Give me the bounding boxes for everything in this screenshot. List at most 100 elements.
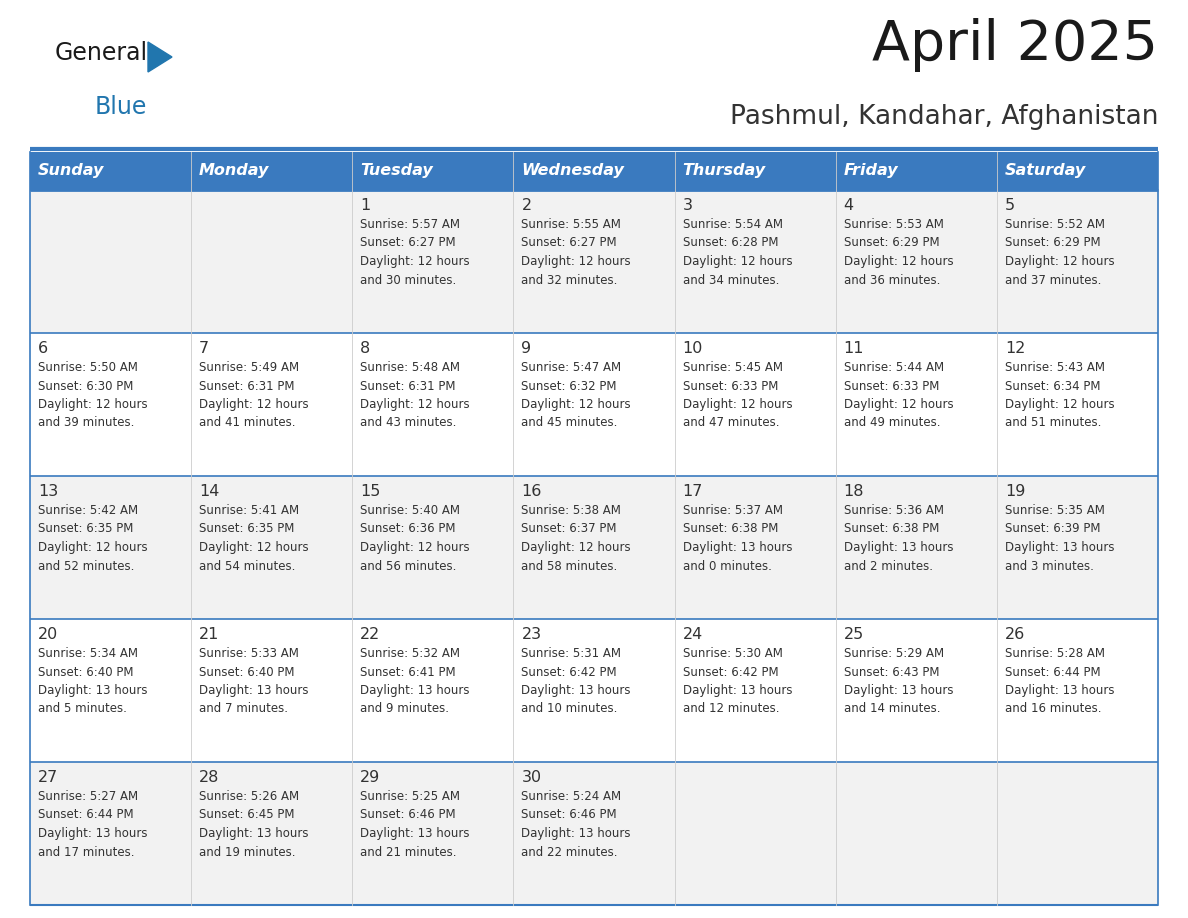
- Text: 19: 19: [1005, 484, 1025, 499]
- Polygon shape: [148, 42, 172, 72]
- Bar: [191, 333, 353, 476]
- Text: Pashmul, Kandahar, Afghanistan: Pashmul, Kandahar, Afghanistan: [729, 104, 1158, 130]
- Text: Sunrise: 5:43 AM
Sunset: 6:34 PM
Daylight: 12 hours
and 51 minutes.: Sunrise: 5:43 AM Sunset: 6:34 PM Dayligh…: [1005, 361, 1114, 430]
- Text: 12: 12: [1005, 341, 1025, 356]
- Text: Sunrise: 5:27 AM
Sunset: 6:44 PM
Daylight: 13 hours
and 17 minutes.: Sunrise: 5:27 AM Sunset: 6:44 PM Dayligh…: [38, 790, 147, 858]
- Bar: [675, 619, 835, 762]
- Text: 5: 5: [1005, 198, 1015, 213]
- Text: Sunrise: 5:50 AM
Sunset: 6:30 PM
Daylight: 12 hours
and 39 minutes.: Sunrise: 5:50 AM Sunset: 6:30 PM Dayligh…: [38, 361, 147, 430]
- Text: Sunrise: 5:52 AM
Sunset: 6:29 PM
Daylight: 12 hours
and 37 minutes.: Sunrise: 5:52 AM Sunset: 6:29 PM Dayligh…: [1005, 218, 1114, 286]
- Text: Tuesday: Tuesday: [360, 163, 434, 178]
- Text: Sunrise: 5:54 AM
Sunset: 6:28 PM
Daylight: 12 hours
and 34 minutes.: Sunrise: 5:54 AM Sunset: 6:28 PM Dayligh…: [683, 218, 792, 286]
- Bar: [353, 333, 513, 476]
- Bar: [30, 762, 191, 905]
- Bar: [513, 476, 675, 619]
- Text: 2: 2: [522, 198, 531, 213]
- Text: Sunrise: 5:35 AM
Sunset: 6:39 PM
Daylight: 13 hours
and 3 minutes.: Sunrise: 5:35 AM Sunset: 6:39 PM Dayligh…: [1005, 504, 1114, 573]
- Text: April 2025: April 2025: [872, 18, 1158, 72]
- Text: 4: 4: [843, 198, 854, 213]
- Bar: [191, 619, 353, 762]
- Bar: [513, 333, 675, 476]
- Text: Sunrise: 5:48 AM
Sunset: 6:31 PM
Daylight: 12 hours
and 43 minutes.: Sunrise: 5:48 AM Sunset: 6:31 PM Dayligh…: [360, 361, 470, 430]
- Bar: [30, 152, 191, 190]
- Text: Sunrise: 5:37 AM
Sunset: 6:38 PM
Daylight: 13 hours
and 0 minutes.: Sunrise: 5:37 AM Sunset: 6:38 PM Dayligh…: [683, 504, 792, 573]
- Text: Sunrise: 5:41 AM
Sunset: 6:35 PM
Daylight: 12 hours
and 54 minutes.: Sunrise: 5:41 AM Sunset: 6:35 PM Dayligh…: [200, 504, 309, 573]
- Text: 15: 15: [360, 484, 380, 499]
- Text: Sunrise: 5:57 AM
Sunset: 6:27 PM
Daylight: 12 hours
and 30 minutes.: Sunrise: 5:57 AM Sunset: 6:27 PM Dayligh…: [360, 218, 470, 286]
- Text: Sunrise: 5:55 AM
Sunset: 6:27 PM
Daylight: 12 hours
and 32 minutes.: Sunrise: 5:55 AM Sunset: 6:27 PM Dayligh…: [522, 218, 631, 286]
- Text: 20: 20: [38, 627, 58, 642]
- Text: 9: 9: [522, 341, 531, 356]
- Text: Sunday: Sunday: [38, 163, 105, 178]
- Bar: [30, 190, 191, 333]
- Bar: [675, 152, 835, 190]
- Text: Sunrise: 5:40 AM
Sunset: 6:36 PM
Daylight: 12 hours
and 56 minutes.: Sunrise: 5:40 AM Sunset: 6:36 PM Dayligh…: [360, 504, 470, 573]
- Text: 17: 17: [683, 484, 703, 499]
- Text: General: General: [55, 41, 148, 65]
- Bar: [353, 152, 513, 190]
- Text: Sunrise: 5:34 AM
Sunset: 6:40 PM
Daylight: 13 hours
and 5 minutes.: Sunrise: 5:34 AM Sunset: 6:40 PM Dayligh…: [38, 647, 147, 715]
- Bar: [353, 619, 513, 762]
- Text: 10: 10: [683, 341, 703, 356]
- Text: 3: 3: [683, 198, 693, 213]
- Bar: [513, 762, 675, 905]
- Bar: [835, 619, 997, 762]
- Text: Sunrise: 5:53 AM
Sunset: 6:29 PM
Daylight: 12 hours
and 36 minutes.: Sunrise: 5:53 AM Sunset: 6:29 PM Dayligh…: [843, 218, 953, 286]
- Text: Sunrise: 5:25 AM
Sunset: 6:46 PM
Daylight: 13 hours
and 21 minutes.: Sunrise: 5:25 AM Sunset: 6:46 PM Dayligh…: [360, 790, 469, 858]
- Bar: [191, 476, 353, 619]
- Bar: [997, 762, 1158, 905]
- Bar: [30, 619, 191, 762]
- Text: Thursday: Thursday: [683, 163, 766, 178]
- Text: Sunrise: 5:45 AM
Sunset: 6:33 PM
Daylight: 12 hours
and 47 minutes.: Sunrise: 5:45 AM Sunset: 6:33 PM Dayligh…: [683, 361, 792, 430]
- Bar: [675, 190, 835, 333]
- Bar: [835, 476, 997, 619]
- Bar: [835, 152, 997, 190]
- Text: Sunrise: 5:42 AM
Sunset: 6:35 PM
Daylight: 12 hours
and 52 minutes.: Sunrise: 5:42 AM Sunset: 6:35 PM Dayligh…: [38, 504, 147, 573]
- Text: 21: 21: [200, 627, 220, 642]
- Text: 6: 6: [38, 341, 49, 356]
- Bar: [353, 476, 513, 619]
- Bar: [997, 152, 1158, 190]
- Bar: [353, 190, 513, 333]
- Text: Sunrise: 5:49 AM
Sunset: 6:31 PM
Daylight: 12 hours
and 41 minutes.: Sunrise: 5:49 AM Sunset: 6:31 PM Dayligh…: [200, 361, 309, 430]
- Text: Sunrise: 5:38 AM
Sunset: 6:37 PM
Daylight: 12 hours
and 58 minutes.: Sunrise: 5:38 AM Sunset: 6:37 PM Dayligh…: [522, 504, 631, 573]
- Text: Sunrise: 5:32 AM
Sunset: 6:41 PM
Daylight: 13 hours
and 9 minutes.: Sunrise: 5:32 AM Sunset: 6:41 PM Dayligh…: [360, 647, 469, 715]
- Text: Sunrise: 5:31 AM
Sunset: 6:42 PM
Daylight: 13 hours
and 10 minutes.: Sunrise: 5:31 AM Sunset: 6:42 PM Dayligh…: [522, 647, 631, 715]
- Text: Monday: Monday: [200, 163, 270, 178]
- Bar: [997, 333, 1158, 476]
- Text: 27: 27: [38, 770, 58, 785]
- Text: Sunrise: 5:28 AM
Sunset: 6:44 PM
Daylight: 13 hours
and 16 minutes.: Sunrise: 5:28 AM Sunset: 6:44 PM Dayligh…: [1005, 647, 1114, 715]
- Text: 29: 29: [360, 770, 380, 785]
- Bar: [997, 476, 1158, 619]
- Bar: [191, 152, 353, 190]
- Bar: [675, 476, 835, 619]
- Bar: [675, 333, 835, 476]
- Text: 13: 13: [38, 484, 58, 499]
- Text: 26: 26: [1005, 627, 1025, 642]
- Bar: [997, 619, 1158, 762]
- Text: Saturday: Saturday: [1005, 163, 1086, 178]
- Bar: [353, 762, 513, 905]
- Bar: [835, 333, 997, 476]
- Text: 23: 23: [522, 627, 542, 642]
- Bar: [30, 476, 191, 619]
- Bar: [513, 190, 675, 333]
- Text: Wednesday: Wednesday: [522, 163, 625, 178]
- Text: Sunrise: 5:47 AM
Sunset: 6:32 PM
Daylight: 12 hours
and 45 minutes.: Sunrise: 5:47 AM Sunset: 6:32 PM Dayligh…: [522, 361, 631, 430]
- Bar: [835, 762, 997, 905]
- Text: 8: 8: [360, 341, 371, 356]
- Text: Sunrise: 5:24 AM
Sunset: 6:46 PM
Daylight: 13 hours
and 22 minutes.: Sunrise: 5:24 AM Sunset: 6:46 PM Dayligh…: [522, 790, 631, 858]
- Bar: [513, 152, 675, 190]
- Text: Sunrise: 5:26 AM
Sunset: 6:45 PM
Daylight: 13 hours
and 19 minutes.: Sunrise: 5:26 AM Sunset: 6:45 PM Dayligh…: [200, 790, 309, 858]
- Bar: [191, 762, 353, 905]
- Bar: [835, 190, 997, 333]
- Text: 30: 30: [522, 770, 542, 785]
- Text: 22: 22: [360, 627, 380, 642]
- Text: Sunrise: 5:36 AM
Sunset: 6:38 PM
Daylight: 13 hours
and 2 minutes.: Sunrise: 5:36 AM Sunset: 6:38 PM Dayligh…: [843, 504, 953, 573]
- Text: Sunrise: 5:30 AM
Sunset: 6:42 PM
Daylight: 13 hours
and 12 minutes.: Sunrise: 5:30 AM Sunset: 6:42 PM Dayligh…: [683, 647, 792, 715]
- Text: 28: 28: [200, 770, 220, 785]
- Bar: [675, 762, 835, 905]
- Text: Sunrise: 5:29 AM
Sunset: 6:43 PM
Daylight: 13 hours
and 14 minutes.: Sunrise: 5:29 AM Sunset: 6:43 PM Dayligh…: [843, 647, 953, 715]
- Text: Sunrise: 5:33 AM
Sunset: 6:40 PM
Daylight: 13 hours
and 7 minutes.: Sunrise: 5:33 AM Sunset: 6:40 PM Dayligh…: [200, 647, 309, 715]
- Text: 11: 11: [843, 341, 864, 356]
